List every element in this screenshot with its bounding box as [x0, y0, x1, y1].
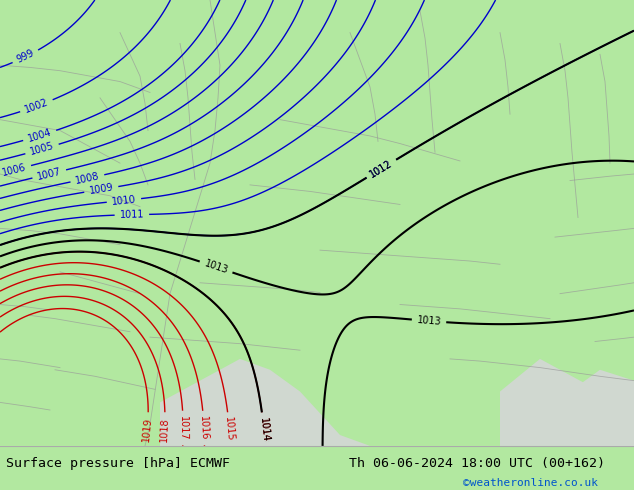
Text: 1004: 1004	[27, 127, 53, 144]
Text: 1012: 1012	[368, 158, 394, 179]
Polygon shape	[500, 359, 634, 446]
Text: 1016: 1016	[198, 416, 210, 441]
Text: 999: 999	[15, 48, 36, 65]
Text: Surface pressure [hPa] ECMWF: Surface pressure [hPa] ECMWF	[6, 457, 230, 470]
Text: 1006: 1006	[1, 162, 27, 177]
Text: 1002: 1002	[23, 97, 50, 115]
Polygon shape	[570, 370, 634, 446]
Text: 1018: 1018	[159, 417, 171, 442]
Text: 1009: 1009	[88, 182, 114, 196]
Text: 1013: 1013	[417, 315, 442, 327]
Text: 1010: 1010	[111, 194, 137, 207]
Text: 1012: 1012	[368, 158, 394, 179]
Text: 1014: 1014	[257, 417, 270, 442]
Text: 1014: 1014	[257, 417, 270, 442]
Text: ©weatheronline.co.uk: ©weatheronline.co.uk	[463, 478, 598, 489]
Text: 1011: 1011	[120, 209, 145, 220]
Polygon shape	[160, 359, 370, 446]
Text: Th 06-06-2024 18:00 UTC (00+162): Th 06-06-2024 18:00 UTC (00+162)	[349, 457, 605, 470]
Text: 1015: 1015	[223, 417, 235, 442]
Text: 1019: 1019	[141, 417, 153, 442]
Text: 1007: 1007	[36, 166, 62, 182]
Text: 1013: 1013	[203, 258, 230, 275]
Text: 1017: 1017	[178, 416, 188, 441]
Text: 1005: 1005	[29, 141, 55, 157]
Text: 1008: 1008	[74, 171, 100, 186]
